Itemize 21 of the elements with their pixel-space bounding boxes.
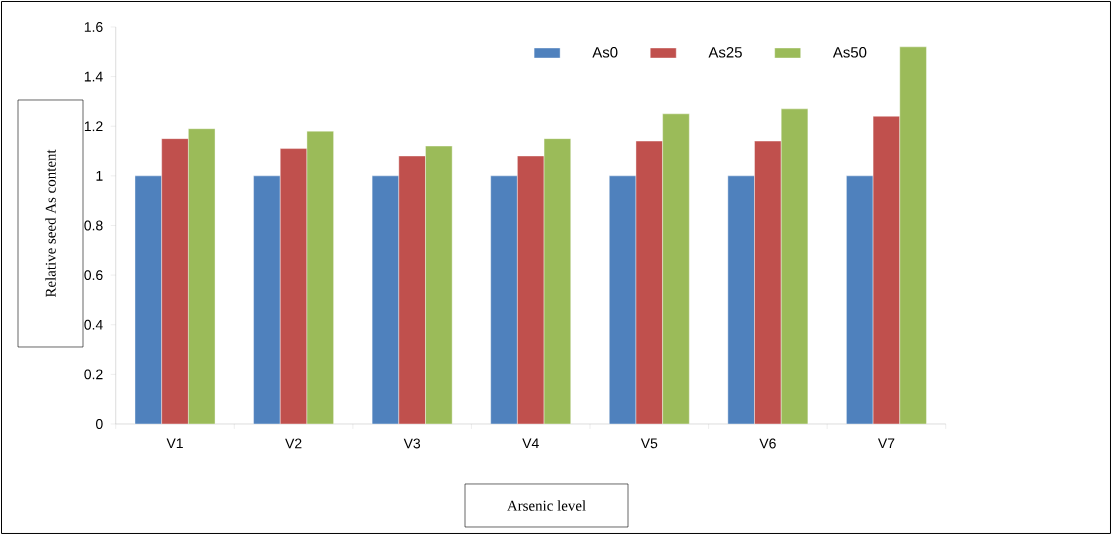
y-tick-label: 1.6 [84,22,103,32]
y-tick-label: 0.6 [84,270,103,281]
y-tick-label: 1.4 [84,71,103,82]
x-tick-label: V1 [166,438,183,449]
y-tick-label: 1 [96,171,103,181]
x-tick-label: V7 [877,438,895,449]
legend-label: As50 [832,47,867,58]
y-axis-title: Relative seed As content [45,149,56,298]
y-tick-label: 1.2 [84,121,103,132]
y-tick-label: 0.2 [84,369,103,380]
x-tick-label: V5 [640,438,658,449]
x-tick-label: V4 [522,438,539,449]
x-axis-title: Arsenic level [507,500,586,511]
legend-label: As25 [708,47,742,58]
x-tick-label: V3 [403,438,421,449]
x-tick-label: V2 [285,438,302,449]
legend-label: As0 [592,47,618,58]
y-tick-label: 0.8 [84,220,103,231]
y-tick-label: 0.4 [84,319,103,330]
x-tick-label: V6 [759,438,776,449]
y-tick-label: 0 [95,419,103,429]
